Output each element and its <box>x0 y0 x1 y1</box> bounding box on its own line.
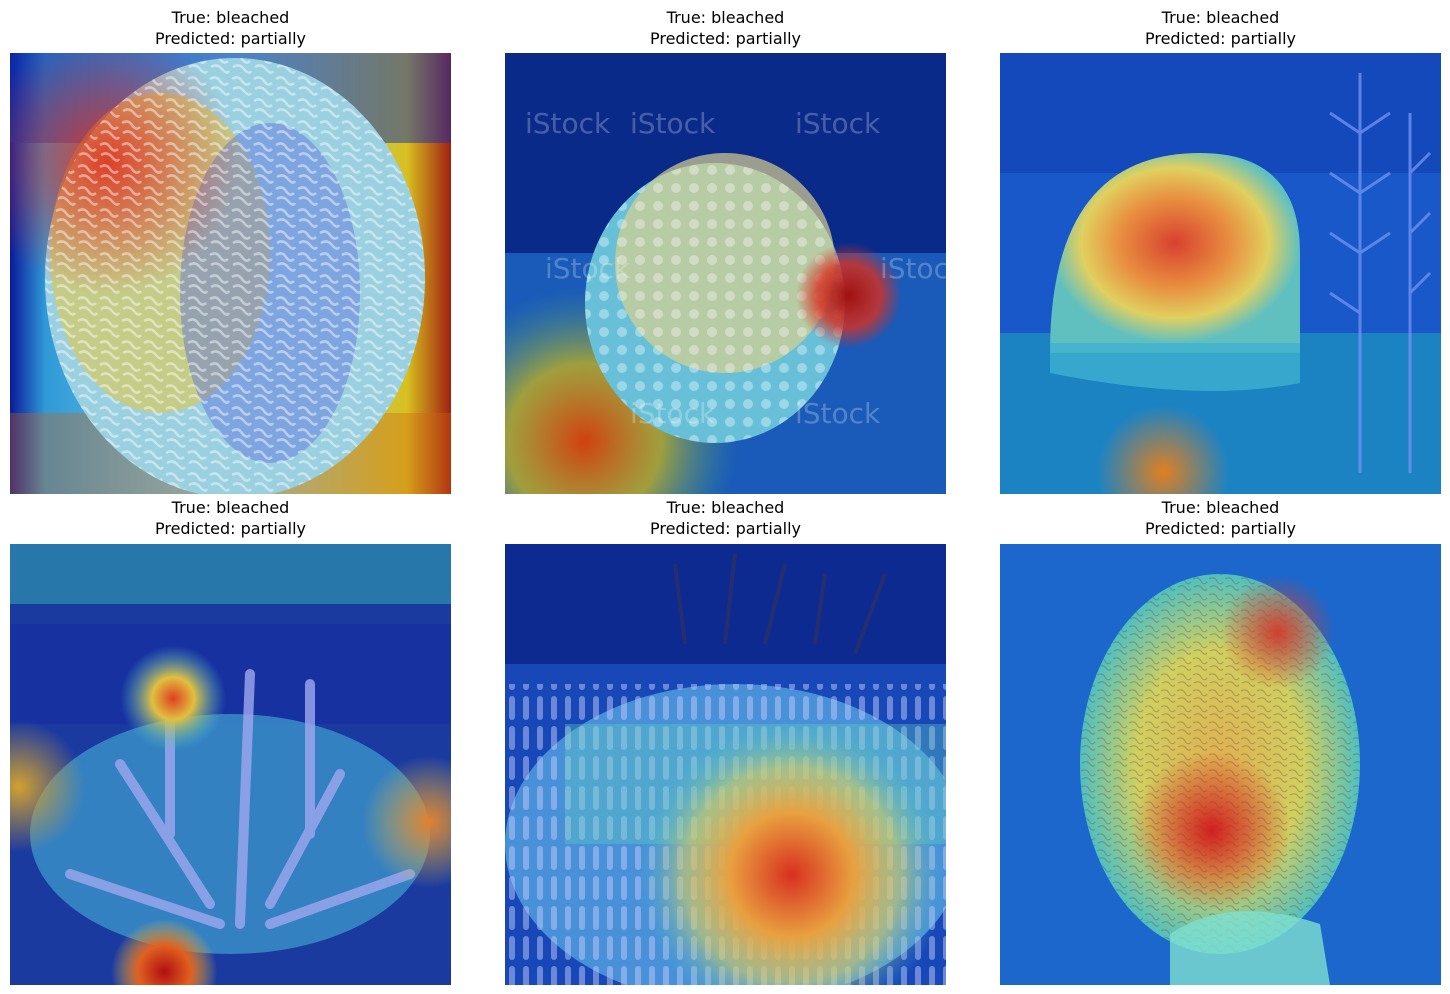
watermark: iStock <box>545 252 631 285</box>
heatmap-image: iStock iStock iStock iStock iStock iStoc… <box>505 53 946 494</box>
panel-title: True: bleached Predicted: partially <box>1000 497 1441 539</box>
heatmap-image <box>1000 544 1441 985</box>
watermark: iStock <box>795 107 881 140</box>
true-label: True: bleached <box>666 498 785 517</box>
heatmap-image <box>1000 53 1441 494</box>
heatmap-image <box>10 544 451 985</box>
predicted-label: Predicted: partially <box>1144 519 1296 538</box>
true-label: True: bleached <box>171 498 290 517</box>
predicted-label: Predicted: partially <box>154 29 306 48</box>
panel-title: True: bleached Predicted: partially <box>10 497 451 539</box>
panel-title: True: bleached Predicted: partially <box>10 7 451 49</box>
predicted-label: Predicted: partially <box>154 519 306 538</box>
watermark: iStock <box>630 397 716 430</box>
predicted-label: Predicted: partially <box>1144 29 1296 48</box>
true-label: True: bleached <box>1161 8 1280 27</box>
panel-title: True: bleached Predicted: partially <box>505 497 946 539</box>
heatmap-image <box>10 53 451 494</box>
true-label: True: bleached <box>666 8 785 27</box>
predicted-label: Predicted: partially <box>649 519 801 538</box>
panel-title: True: bleached Predicted: partially <box>505 7 946 49</box>
watermark: iStock <box>630 107 716 140</box>
predicted-label: Predicted: partially <box>649 29 801 48</box>
heatmap-image <box>505 544 946 985</box>
watermark: iStock <box>795 397 881 430</box>
watermark: iStock <box>880 252 946 285</box>
true-label: True: bleached <box>171 8 290 27</box>
true-label: True: bleached <box>1161 498 1280 517</box>
watermark: iStock <box>525 107 611 140</box>
panel-title: True: bleached Predicted: partially <box>1000 7 1441 49</box>
